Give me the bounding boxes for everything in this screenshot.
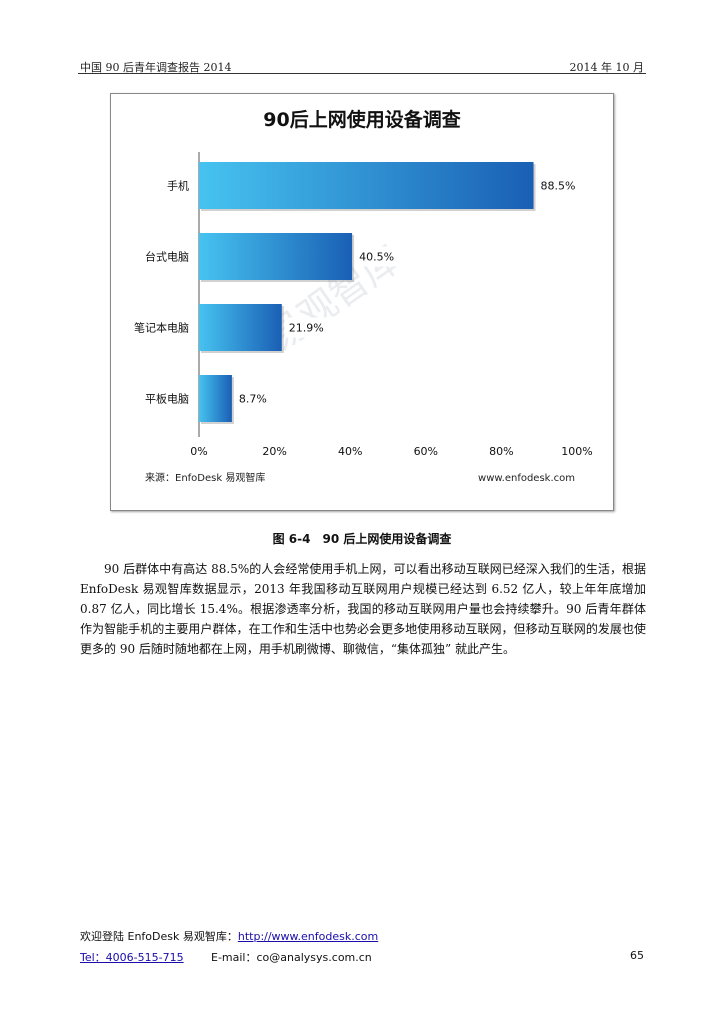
x-tick-label: 20% bbox=[262, 445, 286, 458]
data-label-bg bbox=[284, 317, 330, 338]
data-label-bg bbox=[234, 388, 273, 409]
footer-tel-link[interactable]: Tel：4006-515-715 bbox=[80, 951, 184, 964]
data-label: 88.5% bbox=[541, 180, 576, 193]
footer-tel: Tel：4006-515-715 bbox=[80, 949, 184, 965]
footer-email: E-mail：co@analysys.com.cn bbox=[211, 949, 372, 965]
category-label: 手机 bbox=[167, 179, 189, 193]
footer-email-label: E-mail： bbox=[211, 951, 257, 964]
x-tick-label: 60% bbox=[414, 445, 438, 458]
footer-welcome: 欢迎登陆 EnfoDesk 易观智库：http://www.enfodesk.c… bbox=[80, 928, 378, 944]
data-label: 40.5% bbox=[359, 251, 394, 264]
x-tick-label: 40% bbox=[338, 445, 362, 458]
chart-website: www.enfodesk.com bbox=[478, 473, 575, 484]
chart-title: 90后上网使用设备调查 bbox=[263, 108, 461, 131]
category-label: 平板电脑 bbox=[145, 392, 189, 406]
chart-source: 来源：EnfoDesk 易观智库 bbox=[145, 471, 265, 484]
data-label-bg bbox=[355, 246, 401, 267]
running-header-title: 中国 90 后青年调查报告 2014 bbox=[80, 61, 232, 74]
running-header-date: 2014 年 10 月 bbox=[569, 61, 644, 74]
bar-1 bbox=[199, 233, 353, 280]
header-divider bbox=[78, 73, 646, 74]
bar-0 bbox=[199, 162, 534, 209]
category-label: 台式电脑 bbox=[145, 250, 189, 264]
chart-frame: 90后上网使用设备调查 易观智库 手机 88.5% 台式电脑 40.5% 笔记本电脑 21… bbox=[110, 93, 614, 511]
x-tick-label: 80% bbox=[489, 445, 513, 458]
data-label: 21.9% bbox=[289, 322, 324, 335]
category-label: 笔记本电脑 bbox=[134, 321, 189, 335]
footer-email-address: co@analysys.com.cn bbox=[256, 951, 372, 964]
data-label: 8.7% bbox=[239, 393, 267, 406]
data-label-bg bbox=[536, 175, 582, 196]
bar-3 bbox=[199, 375, 232, 422]
footer-website-link[interactable]: http://www.enfodesk.com bbox=[237, 930, 379, 943]
body-paragraph: 90 后群体中有高达 88.5%的人会经常使用手机上网，可以看出移动互联网已经深… bbox=[80, 562, 646, 656]
figure-caption: 图 6-4 90 后上网使用设备调查 bbox=[272, 532, 452, 546]
x-tick-label: 100% bbox=[561, 445, 592, 458]
footer-welcome-text: 欢迎登陆 EnfoDesk 易观智库： bbox=[80, 930, 238, 943]
bar-2 bbox=[199, 304, 282, 351]
x-tick-label: 0% bbox=[190, 445, 207, 458]
page-number: 65 bbox=[630, 949, 644, 962]
bar-chart: 90后上网使用设备调查 易观智库 手机 88.5%台式电脑 40.5%笔记本电脑 21… bbox=[134, 108, 593, 484]
